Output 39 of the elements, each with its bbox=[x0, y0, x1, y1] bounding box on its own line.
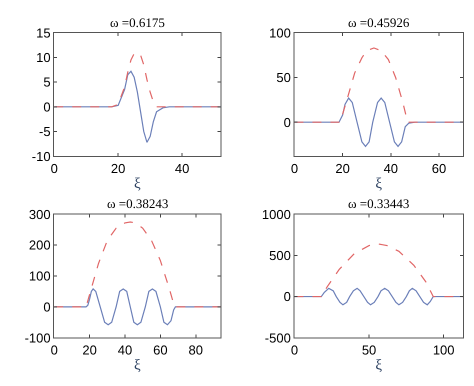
x-tick-label: 40 bbox=[174, 160, 190, 176]
x-tick-label: 20 bbox=[335, 160, 350, 176]
y-tick-label: 0 bbox=[43, 99, 51, 114]
y-tick-label: 10 bbox=[36, 50, 51, 66]
y-tick-label: 300 bbox=[28, 206, 51, 222]
y-tick-label: 0 bbox=[284, 289, 291, 304]
x-tick-label: 40 bbox=[118, 342, 132, 358]
line-series bbox=[54, 52, 221, 108]
x-tick-label: 50 bbox=[362, 342, 376, 358]
y-tick-label: 200 bbox=[28, 238, 51, 253]
line-series bbox=[294, 47, 464, 123]
x-tick-label: 60 bbox=[153, 342, 168, 358]
y-tick-label: 1000 bbox=[262, 206, 291, 222]
y-tick-label: -5 bbox=[39, 124, 51, 140]
x-axis-title: ξ bbox=[134, 357, 142, 374]
x-tick-label: 20 bbox=[82, 342, 97, 358]
y-tick-label: -500 bbox=[264, 330, 291, 346]
y-tick-label: 50 bbox=[276, 70, 291, 86]
x-axis-title: ξ bbox=[375, 357, 382, 374]
y-tick-label: 100 bbox=[28, 268, 51, 284]
x-tick-label: 20 bbox=[110, 160, 126, 176]
x-axis-title: ξ bbox=[134, 176, 142, 192]
x-tick-label: 100 bbox=[432, 342, 455, 358]
x-tick-label: 80 bbox=[188, 342, 203, 358]
y-tick-label: 0 bbox=[43, 299, 51, 314]
y-tick-label: 0 bbox=[284, 114, 291, 130]
y-tick-label: -100 bbox=[24, 330, 51, 346]
x-axis-title: ξ bbox=[375, 176, 382, 192]
x-tick-label: 60 bbox=[432, 160, 446, 176]
y-tick-label: 15 bbox=[36, 25, 51, 40]
chart-title: ω =0.6175 bbox=[110, 15, 165, 30]
chart-title: ω =0.45926 bbox=[348, 15, 410, 30]
x-tick-label: 40 bbox=[384, 160, 398, 176]
y-tick-label: -10 bbox=[32, 148, 51, 164]
y-tick-label: 100 bbox=[269, 25, 291, 40]
y-tick-label: 500 bbox=[269, 248, 291, 263]
y-tick-label: 5 bbox=[43, 74, 51, 90]
chart-title: ω =0.38243 bbox=[107, 196, 168, 211]
chart-title: ω =0.33443 bbox=[348, 196, 410, 211]
